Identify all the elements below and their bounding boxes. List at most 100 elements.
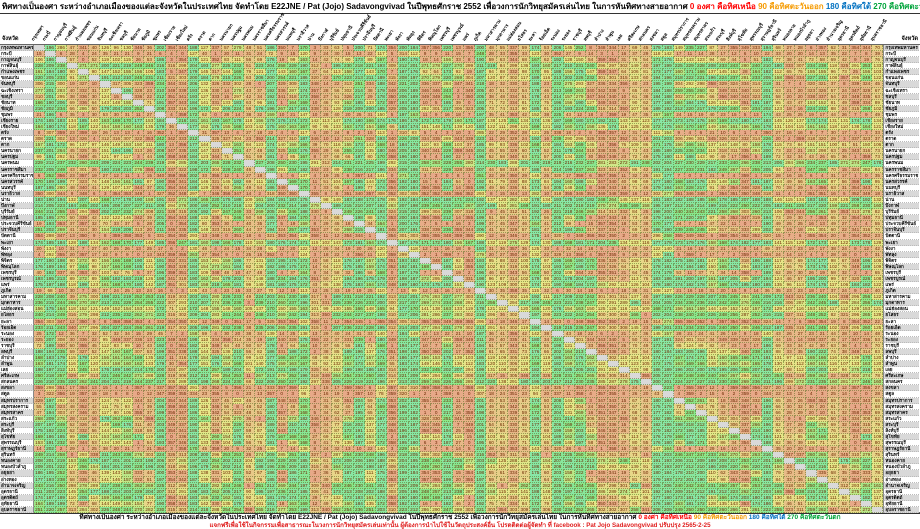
- bearing-cell: 96: [828, 69, 840, 76]
- bearing-cell: 343: [607, 99, 619, 106]
- bearing-cell: 7: [387, 69, 399, 76]
- bearing-cell: 306: [453, 105, 465, 112]
- bearing-cell: 170: [298, 45, 310, 52]
- bearing-cell: 354: [607, 57, 619, 64]
- bearing-cell: 88: [828, 105, 840, 112]
- bearing-cell: 31: [243, 51, 255, 58]
- bearing-cell: 145: [563, 45, 575, 52]
- bearing-cell: 234: [56, 105, 68, 112]
- bearing-cell: 192: [265, 87, 277, 94]
- bearing-cell: 31: [773, 81, 785, 88]
- bearing-cell: 75: [541, 99, 553, 106]
- bearing-cell: 155: [122, 69, 134, 76]
- bearing-cell: 184: [651, 87, 663, 94]
- bearing-cell: 176: [276, 117, 288, 125]
- bearing-cell: 94: [706, 57, 718, 64]
- bearing-cell: 149: [629, 63, 641, 70]
- bearing-cell: 314: [398, 51, 410, 58]
- bearing-cell: 137: [100, 87, 112, 94]
- bearing-cell: 90: [519, 105, 531, 112]
- bearing-cell: 59: [486, 57, 498, 64]
- bearing-cell: 177: [133, 117, 145, 125]
- bearing-cell: 228: [34, 63, 46, 70]
- bearing-cell: 181: [298, 105, 310, 112]
- bearing-cell: 9: [309, 51, 321, 58]
- bearing-cell: 300: [740, 105, 752, 112]
- bearing-cell: 315: [387, 75, 399, 82]
- bearing-cell: 136: [541, 117, 553, 125]
- bearing-cell: 254: [276, 75, 288, 82]
- bearing-cell: 184: [651, 93, 663, 100]
- bearing-cell: 163: [287, 124, 299, 131]
- bearing-cell: 31: [364, 111, 376, 118]
- bearing-cell: 169: [111, 117, 123, 125]
- bearing-cell: 336: [420, 81, 432, 88]
- bearing-cell: 173: [651, 69, 663, 76]
- bearing-cell: 210: [155, 87, 167, 94]
- bearing-cell: 178: [530, 93, 542, 100]
- bearing-cell: 171: [585, 117, 597, 125]
- bearing-cell: 64: [320, 69, 332, 76]
- bearing-cell: 28: [486, 51, 498, 58]
- bearing-cell: 295: [850, 75, 862, 82]
- bearing-cell: 148: [111, 99, 123, 106]
- bearing-cell: 205: [475, 105, 487, 112]
- bearing-cell: 17: [618, 45, 630, 52]
- bearing-cell: 232: [585, 75, 597, 82]
- bearing-cell: 10: [751, 51, 763, 58]
- bearing-cell: 331: [728, 87, 740, 94]
- bearing-cell: 69: [254, 57, 266, 64]
- bearing-cell-self: [155, 111, 167, 118]
- bearing-cell: 233: [751, 75, 763, 82]
- bearing-cell: 180: [574, 117, 586, 125]
- bearing-cell: 9: [420, 51, 432, 58]
- bearing-cell: 204: [188, 63, 200, 70]
- bearing-cell: 11: [133, 111, 145, 118]
- bearing-cell: 4: [320, 63, 332, 70]
- bearing-cell: 9: [861, 111, 873, 118]
- bearing-cell: 52: [89, 57, 101, 64]
- bearing-cell: 271: [420, 63, 432, 70]
- table-row: กรุงเทพมหานคร 196 286 47 341 40 126 96 130 346 36 2…: [0, 45, 920, 52]
- bearing-cell: 245: [133, 75, 145, 82]
- bearing-cell: 173: [353, 57, 365, 64]
- bearing-cell: 224: [717, 75, 729, 82]
- bearing-cell: 32: [519, 81, 531, 88]
- bearing-cell: 280: [740, 63, 752, 70]
- bearing-cell: 73: [839, 69, 851, 76]
- bearing-cell: 147: [585, 69, 597, 76]
- bearing-cell: 221: [111, 63, 123, 70]
- bearing-cell: 164: [673, 99, 685, 106]
- bearing-cell: 202: [762, 105, 774, 112]
- row-province-label-right: กาฬสินธุ์: [883, 63, 920, 70]
- bearing-cell: 302: [342, 87, 354, 94]
- bearing-cell: 210: [122, 75, 134, 82]
- bearing-cell: 19: [67, 81, 79, 88]
- bearing-cell: 63: [497, 57, 509, 64]
- bearing-cell: 302: [618, 63, 630, 70]
- bearing-cell: 194: [762, 45, 774, 52]
- bearing-cell: 189: [375, 75, 387, 82]
- table-row: เชียงราย 174 185 183 134 185 140 163 169 170 177 15…: [0, 117, 920, 125]
- bearing-cell: 72: [806, 57, 818, 64]
- bearing-cell: 37: [254, 87, 266, 94]
- bearing-cell: 353: [508, 111, 520, 118]
- bearing-cell: 177: [651, 117, 663, 125]
- row-province-label-right: เชียงราย: [883, 117, 920, 125]
- bearing-cell: 167: [298, 124, 310, 131]
- bearing-cell: 58: [243, 105, 255, 112]
- bearing-cell: 24: [673, 111, 685, 118]
- bearing-cell: 249: [133, 63, 145, 70]
- bearing-cell: 206: [398, 93, 410, 100]
- bearing-cell: 212: [673, 105, 685, 112]
- bearing-cell: 233: [56, 75, 68, 82]
- bearing-cell: 33: [453, 57, 465, 64]
- bearing-cell: 343: [740, 93, 752, 100]
- bearing-cell: 23: [839, 93, 851, 100]
- col-province-label: ราชบุรี: [571, 27, 584, 42]
- bearing-cell: 248: [475, 51, 487, 58]
- table-row: กำแพงเพชร 161 184 180 90 90 147 152 155 156 105 183…: [0, 69, 920, 76]
- bearing-cell: 25: [784, 111, 796, 118]
- bearing-cell: 302: [508, 75, 520, 82]
- bearing-cell: 302: [673, 93, 685, 100]
